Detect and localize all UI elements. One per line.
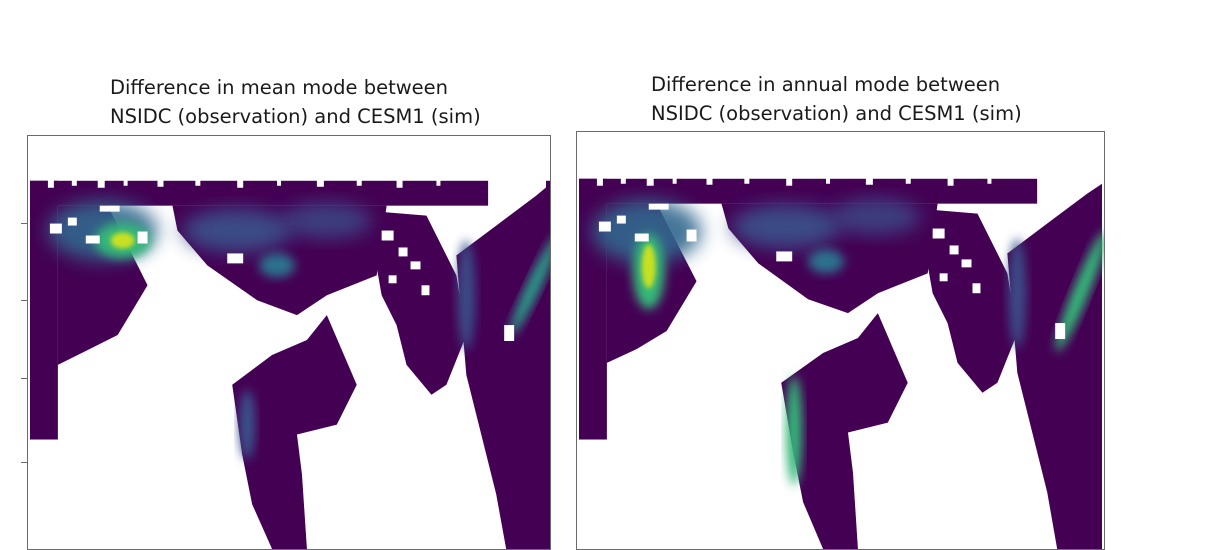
panel-title-mean-line1: Difference in mean mode between	[110, 76, 449, 99]
y-tick	[21, 462, 27, 463]
difference-highlight	[47, 200, 550, 460]
y-tick	[21, 223, 27, 224]
panel-title-annual-line2: NSIDC (observation) and CESM1 (sim)	[651, 102, 1022, 125]
top-edge	[47, 175, 509, 216]
top-edge	[596, 173, 1058, 214]
panel-title-mean-line2: NSIDC (observation) and CESM1 (sim)	[110, 105, 481, 128]
panel-title-annual-line1: Difference in annual mode between	[651, 73, 1001, 96]
panel-title-mean: Difference in mean mode between NSIDC (o…	[110, 73, 481, 131]
land-mask	[49, 205, 515, 455]
annual-mode-difference-map	[576, 131, 1105, 550]
land-mask	[598, 203, 1066, 453]
panel-title-annual: Difference in annual mode between NSIDC …	[651, 70, 1022, 128]
ocean-field	[578, 178, 1103, 549]
y-tick	[21, 300, 27, 301]
mean-mode-difference-map	[27, 135, 551, 550]
y-tick	[21, 378, 27, 379]
